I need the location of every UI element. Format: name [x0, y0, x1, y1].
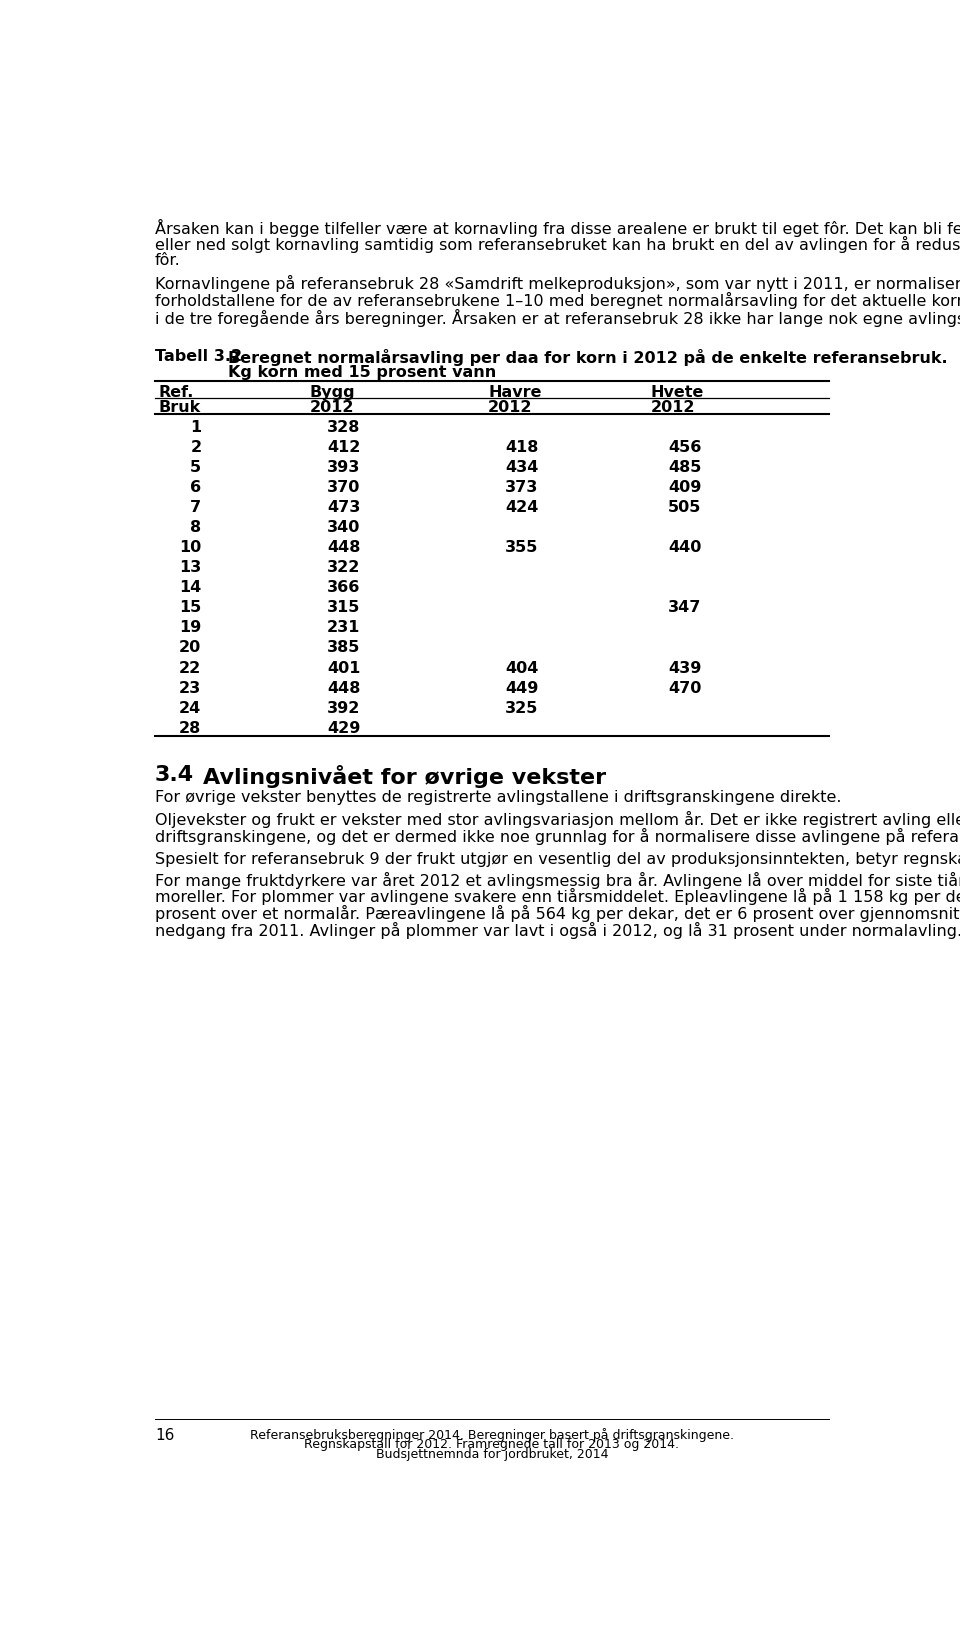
Text: 2012: 2012	[651, 401, 695, 415]
Text: driftsgranskingene, og det er dermed ikke noe grunnlag for å normalisere disse a: driftsgranskingene, og det er dermed ikk…	[155, 829, 960, 845]
Text: eller ned solgt kornavling samtidig som referansebruket kan ha brukt en del av a: eller ned solgt kornavling samtidig som …	[155, 235, 960, 253]
Text: 385: 385	[326, 641, 360, 656]
Text: 231: 231	[326, 620, 360, 636]
Text: i de tre foregående års beregninger. Årsaken er at referansebruk 28 ikke har lan: i de tre foregående års beregninger. Års…	[155, 309, 960, 327]
Text: 424: 424	[505, 500, 539, 515]
Text: 325: 325	[505, 700, 539, 716]
Text: Regnskapstall for 2012. Framregnede tall for 2013 og 2014.: Regnskapstall for 2012. Framregnede tall…	[304, 1439, 680, 1452]
Text: 19: 19	[180, 620, 202, 636]
Text: 401: 401	[326, 661, 360, 675]
Text: 370: 370	[326, 481, 360, 495]
Text: 16: 16	[155, 1429, 175, 1444]
Text: Budsjettnemnda for jordbruket, 2014: Budsjettnemnda for jordbruket, 2014	[375, 1449, 609, 1462]
Text: 22: 22	[180, 661, 202, 675]
Text: Kg korn med 15 prosent vann: Kg korn med 15 prosent vann	[228, 365, 496, 379]
Text: 8: 8	[190, 520, 202, 535]
Text: 473: 473	[326, 500, 360, 515]
Text: 2: 2	[190, 440, 202, 455]
Text: Beregnet normalårsavling per daa for korn i 2012 på de enkelte referansebruk.: Beregnet normalårsavling per daa for kor…	[228, 348, 948, 366]
Text: 5: 5	[190, 461, 202, 476]
Text: 412: 412	[326, 440, 360, 455]
Text: nedgang fra 2011. Avlinger på plommer var lavt i også i 2012, og lå 31 prosent u: nedgang fra 2011. Avlinger på plommer va…	[155, 922, 960, 940]
Text: 2012: 2012	[488, 401, 533, 415]
Text: 315: 315	[326, 600, 360, 615]
Text: 409: 409	[668, 481, 701, 495]
Text: Oljevekster og frukt er vekster med stor avlingsvariasjon mellom år. Det er ikke: Oljevekster og frukt er vekster med stor…	[155, 811, 960, 829]
Text: 366: 366	[326, 580, 360, 595]
Text: Tabell 3.2: Tabell 3.2	[155, 348, 242, 363]
Text: For mange fruktdyrkere var året 2012 et avlingsmessig bra år. Avlingene lå over : For mange fruktdyrkere var året 2012 et …	[155, 871, 960, 888]
Text: 373: 373	[505, 481, 539, 495]
Text: 470: 470	[668, 680, 701, 695]
Text: 3.4: 3.4	[155, 765, 194, 785]
Text: 505: 505	[668, 500, 701, 515]
Text: Årsaken kan i begge tilfeller være at kornavling fra disse arealene er brukt til: Årsaken kan i begge tilfeller være at ko…	[155, 219, 960, 237]
Text: 448: 448	[326, 680, 360, 695]
Text: 418: 418	[505, 440, 539, 455]
Text: 485: 485	[668, 461, 701, 476]
Text: 322: 322	[326, 561, 360, 576]
Text: 28: 28	[180, 721, 202, 736]
Text: 404: 404	[505, 661, 539, 675]
Text: Avlingsnivået for øvrige vekster: Avlingsnivået for øvrige vekster	[203, 765, 606, 788]
Text: 23: 23	[180, 680, 202, 695]
Text: 15: 15	[180, 600, 202, 615]
Text: 440: 440	[668, 541, 701, 556]
Text: 439: 439	[668, 661, 701, 675]
Text: 20: 20	[180, 641, 202, 656]
Text: moreller. For plommer var avlingene svakere enn tiårsmiddelet. Epleavlingene lå : moreller. For plommer var avlingene svak…	[155, 888, 960, 906]
Text: 392: 392	[326, 700, 360, 716]
Text: 429: 429	[326, 721, 360, 736]
Text: 328: 328	[326, 420, 360, 435]
Text: fôr.: fôr.	[155, 253, 180, 268]
Text: 14: 14	[180, 580, 202, 595]
Text: Havre: Havre	[488, 384, 541, 401]
Text: Hvete: Hvete	[651, 384, 705, 401]
Text: 456: 456	[668, 440, 701, 455]
Text: 2012: 2012	[310, 401, 354, 415]
Text: Bruk: Bruk	[158, 401, 201, 415]
Text: Spesielt for referansebruk 9 der frukt utgjør en vesentlig del av produksjonsinn: Spesielt for referansebruk 9 der frukt u…	[155, 850, 960, 867]
Text: 6: 6	[190, 481, 202, 495]
Text: For øvrige vekster benyttes de registrerte avlingstallene i driftsgranskingene d: For øvrige vekster benyttes de registrer…	[155, 790, 841, 804]
Text: 448: 448	[326, 541, 360, 556]
Text: 355: 355	[505, 541, 539, 556]
Text: forholdstallene for de av referansebrukene 1–10 med beregnet normalårsavling for: forholdstallene for de av referansebruke…	[155, 291, 960, 309]
Text: 1: 1	[190, 420, 202, 435]
Text: 434: 434	[505, 461, 539, 476]
Text: 7: 7	[190, 500, 202, 515]
Text: 340: 340	[326, 520, 360, 535]
Text: Ref.: Ref.	[158, 384, 194, 401]
Text: 449: 449	[505, 680, 539, 695]
Text: 24: 24	[180, 700, 202, 716]
Text: Bygg: Bygg	[310, 384, 355, 401]
Text: 347: 347	[668, 600, 701, 615]
Text: 13: 13	[180, 561, 202, 576]
Text: Referansebruksberegninger 2014. Beregninger basert på driftsgranskingene.: Referansebruksberegninger 2014. Beregnin…	[250, 1429, 734, 1442]
Text: prosent over et normalår. Pæreavlingene lå på 564 kg per dekar, det er 6 prosent: prosent over et normalår. Pæreavlingene …	[155, 906, 960, 922]
Text: Kornavlingene på referansebruk 28 «Samdrift melkeproduksjon», som var nytt i 201: Kornavlingene på referansebruk 28 «Samdr…	[155, 275, 960, 291]
Text: 10: 10	[180, 541, 202, 556]
Text: 393: 393	[326, 461, 360, 476]
